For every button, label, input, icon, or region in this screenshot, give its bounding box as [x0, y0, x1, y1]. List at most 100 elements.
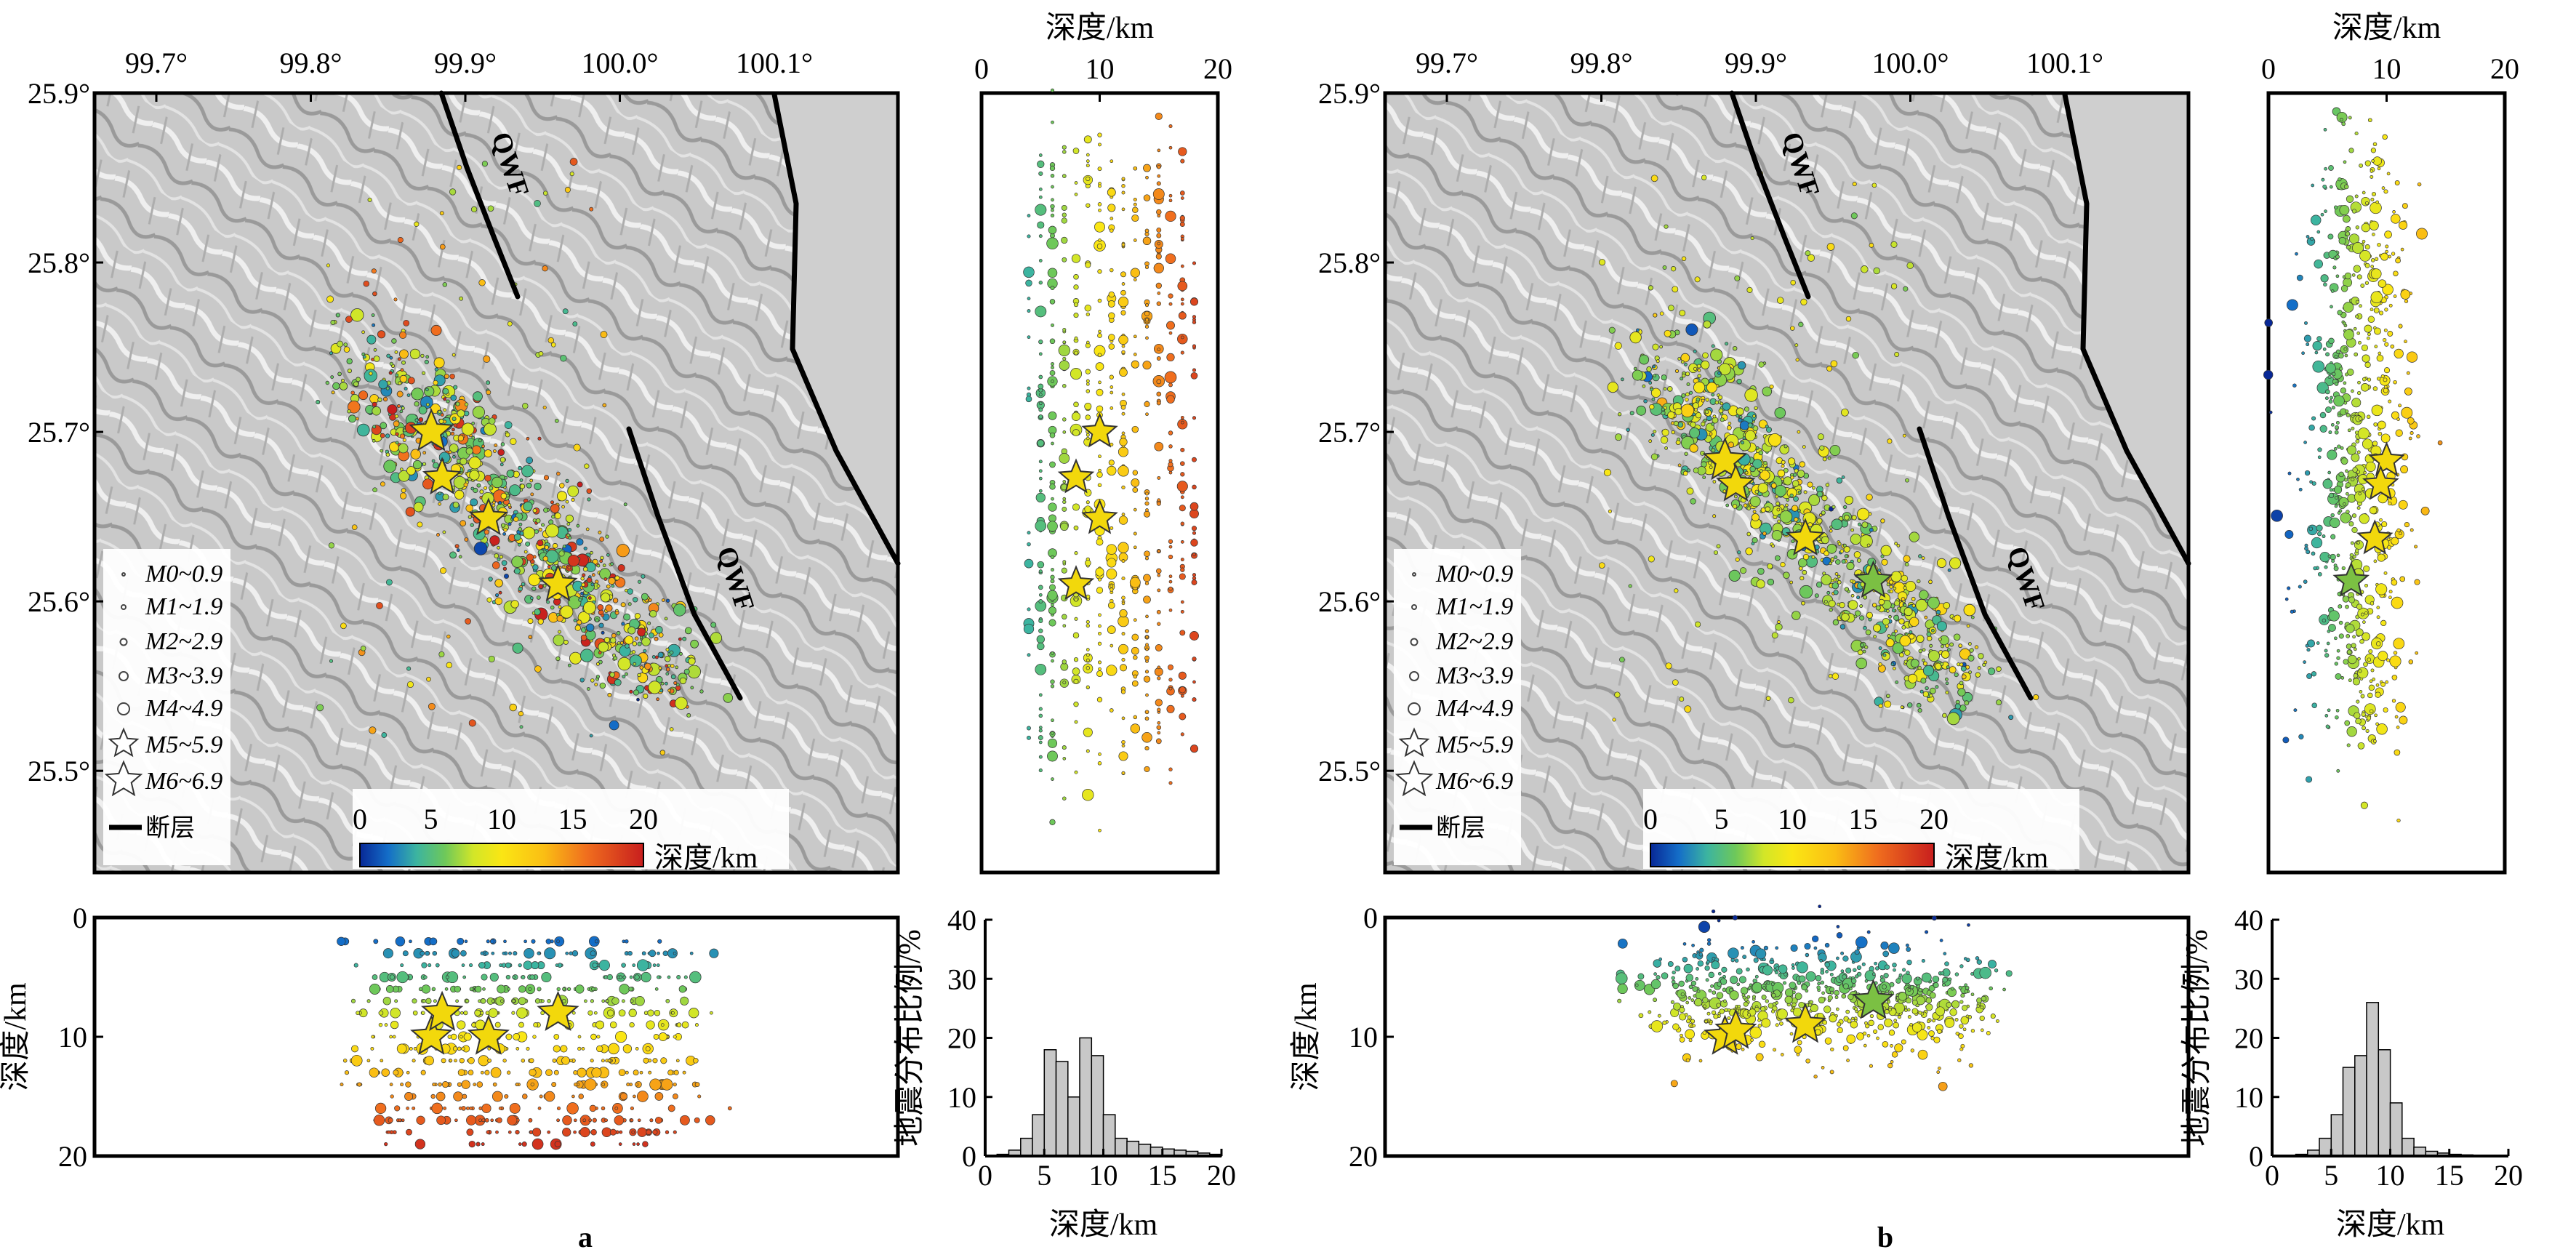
profile-event [1071, 254, 1081, 263]
bottom-profile-event [1789, 982, 1797, 990]
profile-event [1156, 725, 1162, 730]
profile-event [2375, 691, 2381, 698]
event-point [489, 535, 500, 546]
event-point [1869, 243, 1874, 248]
bottom-profile-event [430, 1094, 436, 1099]
event-point [1780, 561, 1786, 568]
profile-event [1120, 404, 1126, 410]
event-point [1629, 411, 1634, 416]
profile-event [2303, 660, 2306, 664]
event-point [1760, 507, 1766, 513]
event-point [582, 566, 588, 572]
bottom-profile-event [551, 1082, 557, 1088]
event-point [400, 368, 404, 372]
bottom-profile-event [1902, 968, 1906, 972]
event-point [1650, 433, 1655, 437]
profile-event [2332, 265, 2337, 270]
bottom-profile-event [433, 999, 437, 1003]
bottom-profile-event [1791, 966, 1795, 970]
bottom-profile-event [436, 1091, 446, 1102]
event-point [534, 609, 541, 616]
event-point [1794, 343, 1799, 348]
event-point [1908, 673, 1918, 683]
bottom-profile-event [561, 1056, 570, 1065]
profile-event [1133, 507, 1137, 512]
event-point [1841, 559, 1846, 564]
event-point [657, 651, 664, 658]
event-point [1891, 632, 1896, 637]
bottom-profile-event [1834, 995, 1839, 1000]
profile-event [1110, 406, 1114, 410]
bottom-profile-event [413, 1047, 417, 1051]
profile-event [1144, 501, 1149, 506]
event-point [1901, 625, 1906, 630]
profile-event [1144, 716, 1149, 721]
event-point [1671, 430, 1675, 435]
profile-event [1133, 618, 1137, 622]
profile-event [1120, 310, 1126, 316]
profile-event [1110, 385, 1114, 389]
event-point [1765, 427, 1772, 433]
profile-event [1072, 667, 1080, 675]
profile-event [1131, 646, 1139, 655]
event-point [442, 494, 449, 501]
profile-event [1168, 302, 1173, 306]
profile-event [2346, 491, 2349, 496]
event-point [554, 513, 561, 519]
bottom-profile-event [1845, 967, 1852, 974]
event-point [1659, 345, 1664, 349]
profile-event [1086, 153, 1090, 157]
bottom-profile-event [1711, 909, 1716, 914]
bottom-profile-event [611, 997, 619, 1006]
event-point [469, 470, 480, 481]
profile-event [2330, 396, 2333, 400]
event-point [1744, 430, 1756, 441]
profile-event [2362, 354, 2370, 363]
profile-event [1119, 609, 1128, 618]
bottom-profile-event [575, 984, 585, 994]
bottom-profile-event [1672, 982, 1679, 990]
bottom-profile-event [1944, 1018, 1955, 1028]
event-point [355, 417, 359, 421]
profile-event [1166, 321, 1175, 330]
bottom-profile-event [1863, 1043, 1867, 1048]
profile-top-tick: 10 [2372, 52, 2402, 85]
event-point [478, 438, 482, 443]
profile-event [2375, 641, 2381, 646]
bottom-profile-event [689, 1008, 699, 1019]
bottom-profile-event [481, 1118, 486, 1123]
bottom-profile-event [1893, 968, 1896, 972]
hist-xtick-label: 20 [1207, 1159, 1236, 1192]
event-point [623, 613, 630, 621]
profile-event [1038, 469, 1043, 473]
profile-event [2370, 169, 2374, 173]
profile-top-tick: 0 [974, 52, 989, 85]
event-point [1853, 614, 1858, 619]
event-point [1859, 604, 1863, 609]
bottom-profile-event [658, 1032, 667, 1041]
bottom-profile-event [1688, 984, 1693, 990]
event-point [552, 542, 558, 549]
event-point [710, 632, 723, 644]
event-point [532, 564, 539, 571]
event-point [1893, 586, 1897, 590]
profile-event [2340, 285, 2348, 292]
profile-event [1157, 731, 1161, 735]
event-point [683, 668, 690, 675]
event-point [1650, 453, 1658, 460]
profile-event [1036, 635, 1045, 643]
profile-event [1106, 544, 1118, 555]
bottom-profile-event [1959, 1047, 1964, 1051]
bottom-profile-event [694, 1117, 700, 1123]
profile-event [1120, 689, 1126, 694]
bottom-profile-event [1704, 965, 1710, 971]
profile-event [2363, 662, 2368, 667]
profile-event [2311, 183, 2315, 188]
panel-0: QWFQWFM0~0.9M1~1.9M2~2.9M3~3.9M4~4.9M5~5… [0, 12, 1236, 1253]
event-point [502, 532, 506, 536]
bottom-profile-event [1746, 995, 1751, 999]
bottom-profile-event [1717, 971, 1722, 976]
event-point [1709, 432, 1713, 436]
profile-event [2391, 699, 2396, 703]
event-point [337, 372, 342, 377]
